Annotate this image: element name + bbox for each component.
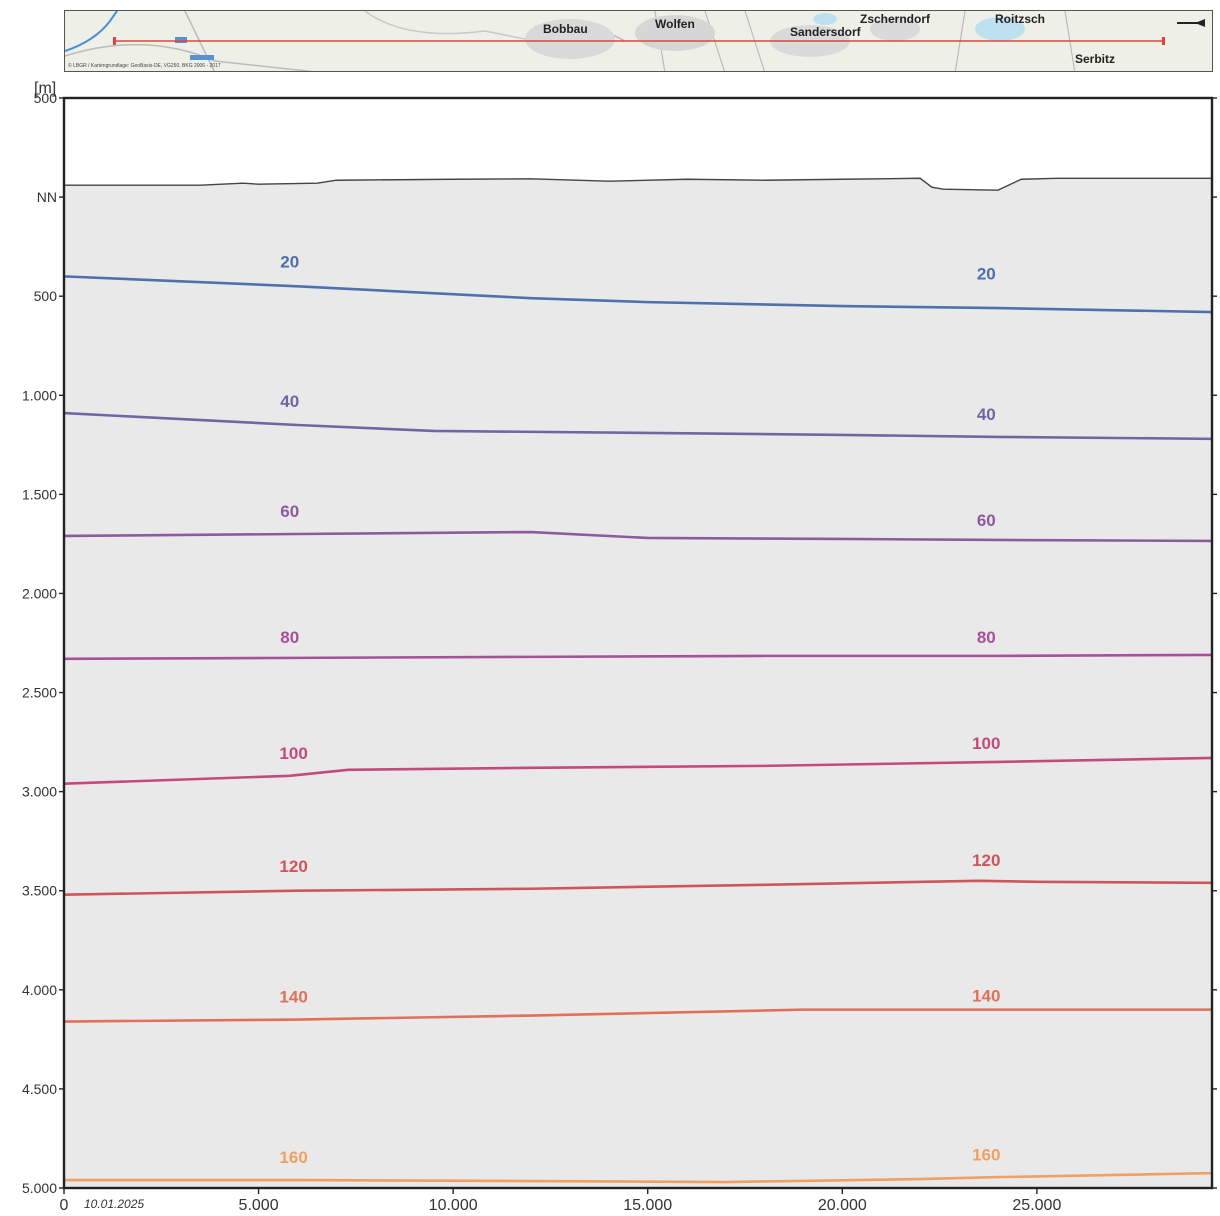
isoline-labels: 20 20 40 40 60 60 80 80 100 100 120 120 140 140 160 160: [279, 252, 1000, 1167]
location-map: Bobbau Wolfen Sandersdorf Zscherndorf Ro…: [64, 10, 1213, 72]
town-label-bobbau: Bobbau: [543, 22, 588, 36]
subsurface-area: [64, 178, 1212, 1188]
date-label: 10.01.2025: [84, 1197, 144, 1211]
north-arrow-icon: [1177, 19, 1205, 27]
terrain-layer: [64, 177, 1212, 1188]
plot-frame: [62, 96, 1214, 1190]
isoline-label-80-0: 80: [280, 628, 299, 647]
isoline-label-100-0: 100: [279, 744, 307, 763]
x-tick-label-0: 0: [60, 1197, 69, 1214]
y-tick-label-0: 500: [34, 90, 58, 106]
y-axis-title: [m]: [34, 80, 56, 97]
isoline-label-160-1: 160: [972, 1145, 1000, 1164]
isoline-140: [63, 1008, 1212, 1023]
y-tick-label-1: NN: [37, 189, 57, 205]
town-label-serbitz: Serbitz: [1075, 52, 1116, 66]
isoline-160: [64, 1171, 1213, 1184]
isoline-label-80-1: 80: [977, 628, 996, 647]
y-tick-label-2: 500: [34, 288, 58, 304]
y-tick-label-10: 4.500: [22, 1081, 57, 1097]
y-tick-label-3: 1.000: [22, 387, 57, 403]
isoline-80: [63, 653, 1213, 661]
isoline-100: [63, 756, 1213, 786]
map-background: [65, 11, 1205, 71]
isoline-40: [63, 411, 1213, 441]
isoline-label-120-1: 120: [972, 851, 1000, 870]
y-tick-label-5: 2.000: [22, 585, 57, 601]
isoline-60: [63, 530, 1213, 543]
y-tick-label-4: 1.500: [22, 486, 57, 502]
y-tick-label-7: 3.000: [22, 784, 57, 800]
x-tick-label-3: 15.000: [623, 1197, 672, 1214]
y-tick-label-8: 3.500: [22, 883, 57, 899]
x-tick-label-5: 25.000: [1012, 1197, 1061, 1214]
isoline-120: [63, 879, 1213, 896]
isoline-label-40-0: 40: [280, 392, 299, 411]
y-tick-label-6: 2.500: [22, 685, 57, 701]
isoline-label-20-1: 20: [977, 264, 996, 283]
map-copyright: © LBGR / Kartengrundlage: GeoBasis-DE, V…: [68, 63, 221, 69]
x-tick-label-2: 10.000: [429, 1197, 478, 1214]
x-tick-label-1: 5.000: [239, 1197, 279, 1214]
series-layer: [63, 275, 1213, 1184]
axes: 500 NN 500 1.000 1.500 2.000 2.500 3.000 3.500 4.…: [22, 90, 1217, 1214]
isoline-label-140-0: 140: [279, 988, 307, 1007]
terrain-surface-line: [64, 177, 1212, 191]
isoline-label-60-1: 60: [977, 511, 996, 530]
x-tick-label-4: 20.000: [818, 1197, 867, 1214]
isoline-label-120-0: 120: [279, 857, 307, 876]
isoline-label-60-0: 60: [280, 502, 299, 521]
town-label-roitzsch: Roitzsch: [995, 12, 1046, 26]
isoline-label-20-0: 20: [280, 252, 299, 271]
isoline-label-160-0: 160: [279, 1148, 307, 1167]
isoline-20: [63, 275, 1213, 314]
isoline-label-100-1: 100: [972, 734, 1000, 753]
town-label-wolfen: Wolfen: [655, 17, 695, 31]
town-label-zscherndorf: Zscherndorf: [860, 12, 931, 26]
y-tick-label-11: 5.000: [22, 1180, 57, 1196]
isoline-label-40-1: 40: [977, 405, 996, 424]
isoline-label-140-1: 140: [972, 987, 1000, 1006]
y-tick-label-9: 4.000: [22, 982, 57, 998]
town-label-sandersdorf: Sandersdorf: [790, 25, 861, 39]
